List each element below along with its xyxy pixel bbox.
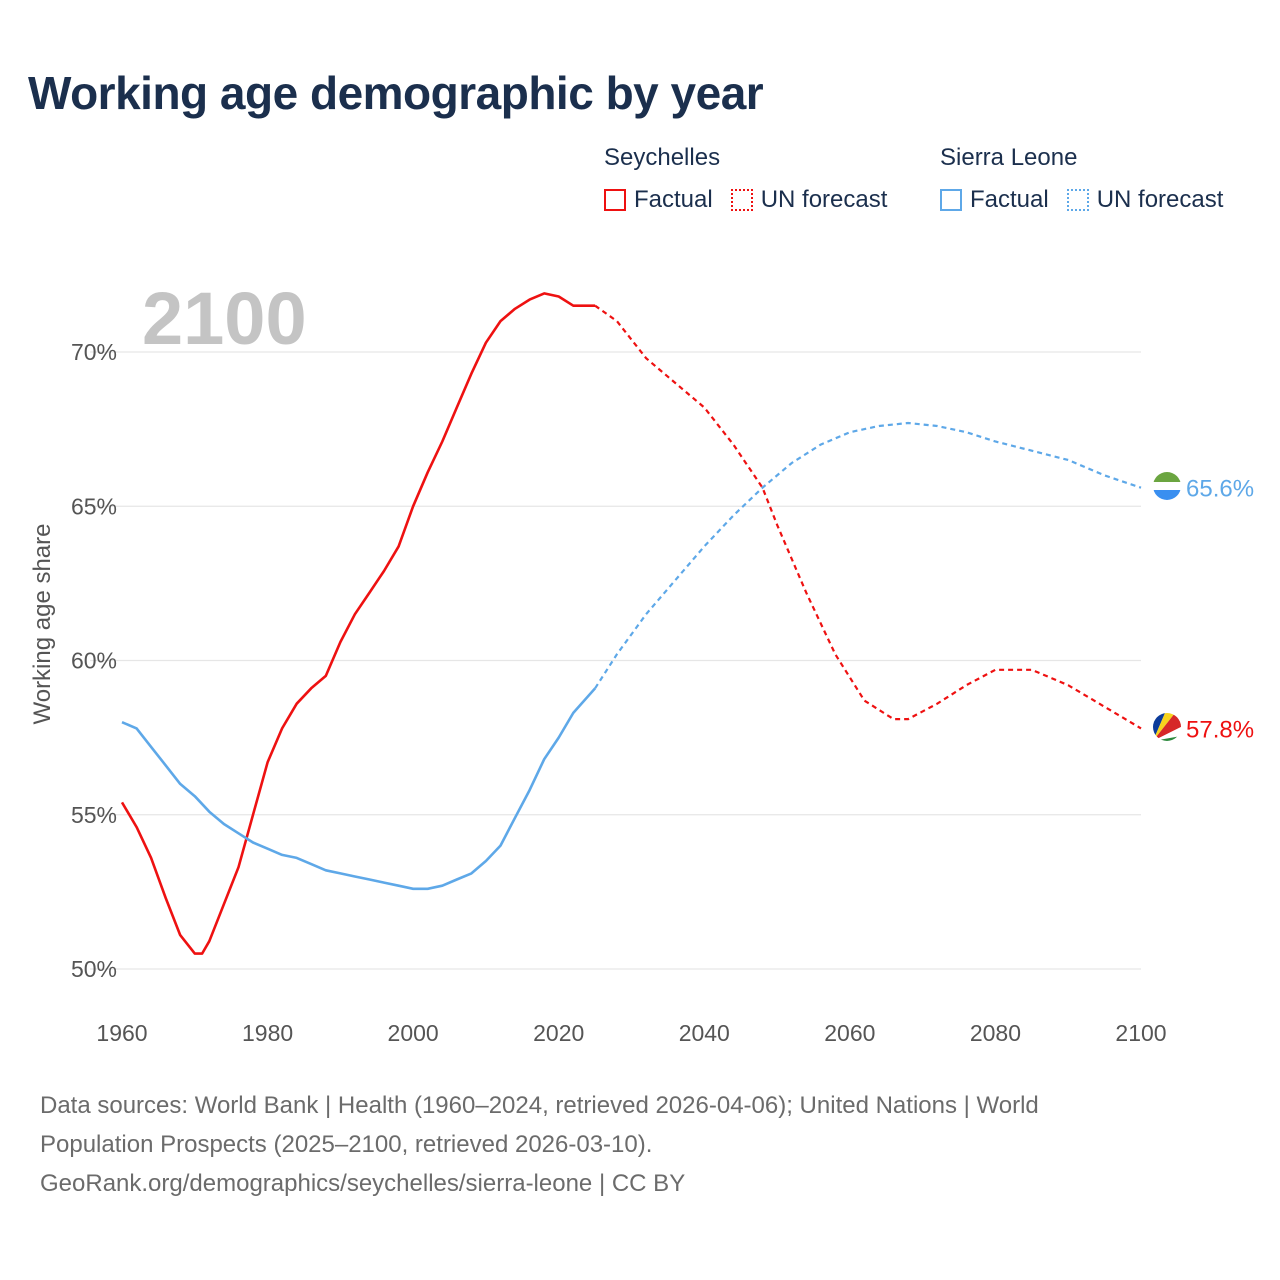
sierra-leone-flag: [1153, 472, 1181, 500]
footer-line: Data sources: World Bank | Health (1960–…: [40, 1092, 1039, 1119]
legend-item-factual[interactable]: Factual: [940, 186, 1049, 214]
x-axis: 1960 1980 2000 2020 2040 2060 2080 2100: [96, 1020, 1166, 1046]
legend-swatch-solid: [940, 189, 962, 211]
x-tick-label: 2080: [970, 1020, 1021, 1046]
legend-item-factual[interactable]: Factual: [604, 186, 713, 214]
y-axis: 50% 55% 60% 65% 70%: [71, 339, 117, 982]
legend-country-name: Seychelles: [604, 144, 721, 171]
chart-title: Working age demographic by year: [28, 67, 764, 119]
grid: [90, 351, 1141, 970]
legend-label: Factual: [634, 186, 713, 213]
line-chart: 2100 50% 55% 60% 65% 70% 1960 1980 2000 2020 204…: [29, 277, 1254, 1046]
y-tick-label: 70%: [71, 339, 117, 365]
footer-sources: Data sources: World Bank | Health (1960–…: [40, 1086, 1190, 1203]
legend-country-name: Sierra Leone: [940, 144, 1078, 171]
seychelles-end-label: 57.8%: [1186, 716, 1254, 743]
y-axis-label: Working age share: [29, 524, 56, 725]
legend-label: UN forecast: [760, 186, 888, 213]
seychelles-forecast-line: [594, 304, 1142, 730]
legend-swatch-solid: [604, 189, 626, 211]
legend-label: UN forecast: [1096, 186, 1224, 213]
footer-line: GeoRank.org/demographics/seychelles/sier…: [40, 1170, 686, 1197]
seychelles-flag: [1153, 713, 1181, 741]
x-tick-label: 2060: [824, 1020, 875, 1046]
legend-group-seychelles: Seychelles Factual UN forecast: [604, 144, 887, 214]
legend-label: Factual: [970, 186, 1049, 213]
x-tick-label: 1980: [242, 1020, 293, 1046]
legend-item-forecast[interactable]: UN forecast: [730, 186, 888, 214]
y-tick-label: 60%: [71, 648, 117, 674]
x-tick-label: 2000: [388, 1020, 439, 1046]
series: 57.8% 65.6%: [120, 292, 1254, 955]
x-tick-label: 2100: [1115, 1020, 1166, 1046]
x-tick-label: 1960: [96, 1020, 147, 1046]
sierra-leone-factual-line: [121, 687, 597, 891]
sierra-leone-end-label: 65.6%: [1186, 476, 1254, 503]
year-watermark: 2100: [142, 277, 307, 360]
seychelles-factual-line: [120, 292, 596, 955]
x-tick-label: 2020: [533, 1020, 584, 1046]
y-tick-label: 50%: [71, 956, 117, 982]
sierra-leone-forecast-line: [594, 421, 1142, 689]
x-tick-label: 2040: [679, 1020, 730, 1046]
y-tick-label: 65%: [71, 493, 117, 519]
legend-item-forecast[interactable]: UN forecast: [1066, 186, 1224, 214]
legend-swatch-dotted: [1066, 189, 1089, 211]
legend-group-sierra-leone: Sierra Leone Factual UN forecast: [940, 144, 1223, 214]
footer-line: Population Prospects (2025–2100, retriev…: [40, 1131, 653, 1158]
legend-swatch-dotted: [730, 189, 753, 211]
y-tick-label: 55%: [71, 802, 117, 828]
